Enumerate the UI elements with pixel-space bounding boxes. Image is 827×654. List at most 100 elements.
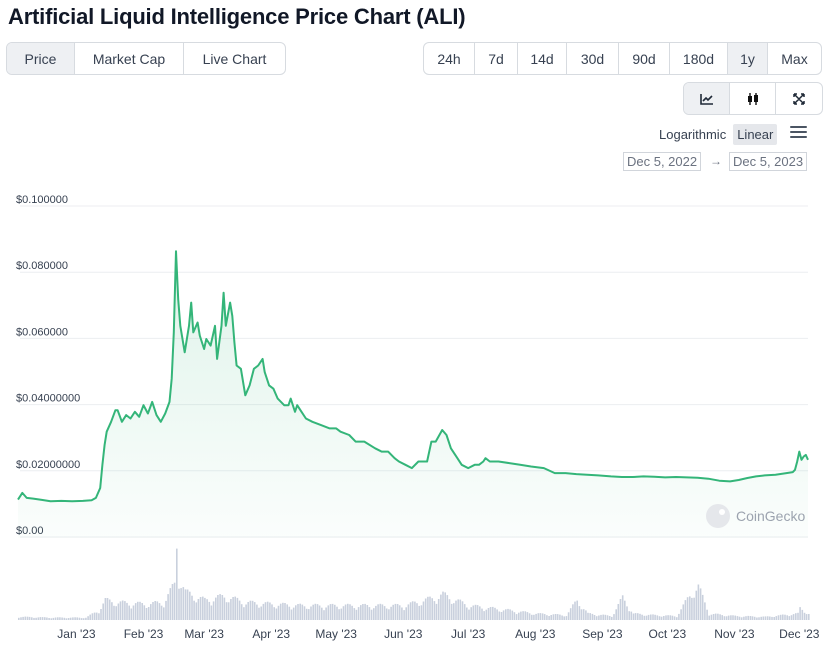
volume-bar bbox=[749, 616, 752, 620]
volume-bar bbox=[706, 609, 708, 620]
volume-bar bbox=[647, 614, 650, 620]
volume-bar bbox=[658, 616, 661, 620]
volume-bar bbox=[569, 608, 572, 620]
range-24h[interactable]: 24h bbox=[424, 43, 475, 74]
volume-bar bbox=[626, 606, 628, 620]
volume-bar bbox=[28, 616, 31, 620]
x-tick-label: May '23 bbox=[315, 627, 357, 641]
scale-linear[interactable]: Linear bbox=[733, 124, 778, 145]
date-to-input[interactable]: Dec 5, 2023 bbox=[729, 152, 808, 171]
volume-bar bbox=[262, 603, 265, 620]
volume-bar bbox=[39, 617, 42, 620]
volume-bar bbox=[312, 604, 314, 620]
volume-bar bbox=[44, 617, 46, 620]
volume-bar bbox=[232, 597, 234, 620]
volume-bar bbox=[528, 613, 531, 620]
volume-bar bbox=[141, 603, 143, 620]
volume-bar bbox=[91, 613, 94, 620]
volume-bar bbox=[559, 614, 561, 620]
range-max[interactable]: Max bbox=[781, 50, 808, 67]
volume-bar bbox=[734, 615, 736, 620]
volume-bar bbox=[803, 612, 806, 620]
volume-bar bbox=[227, 602, 230, 620]
x-tick-label: Aug '23 bbox=[515, 627, 556, 641]
tab-market-cap[interactable]: Market Cap bbox=[75, 43, 184, 74]
volume-bar bbox=[481, 608, 483, 620]
volume-bar bbox=[795, 613, 797, 620]
volume-bar bbox=[604, 614, 607, 620]
hamburger-menu-icon[interactable] bbox=[790, 126, 807, 141]
volume-bar bbox=[87, 616, 89, 620]
volume-bar bbox=[169, 588, 172, 620]
range-1y[interactable]: 1y bbox=[728, 43, 768, 74]
candlestick-icon[interactable] bbox=[730, 83, 776, 114]
volume-bar bbox=[351, 605, 353, 620]
volume-bar bbox=[578, 606, 581, 620]
tab-price[interactable]: Price bbox=[7, 43, 75, 74]
volume-bar bbox=[422, 601, 425, 620]
volume-bar bbox=[595, 616, 598, 620]
volume-bar bbox=[197, 599, 200, 620]
volume-bar bbox=[121, 600, 124, 620]
volume-bar bbox=[344, 604, 347, 620]
volume-bar bbox=[621, 595, 624, 620]
volume-bar bbox=[593, 615, 596, 620]
volume-bar bbox=[100, 609, 102, 620]
volume-bar bbox=[489, 607, 492, 620]
tab-live-chart[interactable]: Live Chart bbox=[202, 50, 267, 67]
volume-bar bbox=[310, 606, 312, 620]
volume-bar bbox=[541, 613, 544, 620]
volume-bar bbox=[641, 614, 643, 620]
volume-bar bbox=[606, 615, 609, 620]
volume-bar bbox=[712, 614, 715, 620]
volume-bar bbox=[453, 603, 455, 620]
volume-bar bbox=[459, 599, 462, 620]
volume-bar bbox=[717, 613, 719, 620]
volume-bar bbox=[154, 601, 156, 620]
volume-bar bbox=[24, 616, 27, 620]
volume-bar bbox=[463, 604, 466, 620]
volume-bar bbox=[654, 614, 656, 620]
volume-bar bbox=[743, 616, 745, 620]
volume-bar bbox=[401, 607, 403, 620]
volume-bar bbox=[266, 601, 269, 620]
volume-bar bbox=[199, 597, 202, 620]
volume-bar bbox=[379, 603, 382, 620]
range-30d[interactable]: 30d bbox=[567, 43, 619, 74]
date-from-input[interactable]: Dec 5, 2022 bbox=[623, 152, 702, 171]
volume-bar bbox=[282, 602, 284, 620]
volume-bar bbox=[740, 617, 743, 620]
price-chart[interactable]: $0.00$0.02000000$0.04000000$0.060000$0.0… bbox=[0, 180, 827, 654]
range-14d[interactable]: 14d bbox=[518, 43, 567, 74]
volume-bar bbox=[418, 605, 420, 620]
volume-bar bbox=[617, 604, 620, 620]
volume-bar bbox=[751, 616, 754, 620]
volume-bar bbox=[396, 604, 399, 620]
volume-bar bbox=[299, 603, 301, 620]
volume-bar bbox=[446, 595, 449, 620]
range-90d[interactable]: 90d bbox=[619, 43, 670, 74]
volume-bar bbox=[234, 596, 236, 620]
volume-bar bbox=[531, 614, 533, 620]
volume-bar bbox=[225, 602, 228, 620]
volume-bar bbox=[238, 600, 241, 620]
volume-bar bbox=[150, 604, 152, 620]
volume-bar bbox=[176, 548, 178, 620]
line-chart-icon[interactable] bbox=[684, 83, 730, 114]
volume-bar bbox=[535, 613, 537, 620]
volume-bar bbox=[115, 606, 117, 620]
volume-bar bbox=[48, 618, 50, 620]
volume-bar bbox=[269, 602, 271, 620]
expand-icon[interactable] bbox=[776, 83, 822, 114]
range-180d[interactable]: 180d bbox=[670, 43, 728, 74]
volume-bar bbox=[435, 603, 438, 620]
volume-bar bbox=[771, 616, 773, 620]
price-line bbox=[17, 250, 809, 503]
volume-bar bbox=[158, 603, 161, 620]
volume-bar bbox=[433, 601, 436, 620]
volume-bar bbox=[364, 603, 366, 620]
scale-logarithmic[interactable]: Logarithmic bbox=[659, 127, 727, 142]
volume-bar bbox=[342, 606, 345, 620]
volume-bar bbox=[377, 604, 379, 620]
range-7d[interactable]: 7d bbox=[475, 43, 518, 74]
